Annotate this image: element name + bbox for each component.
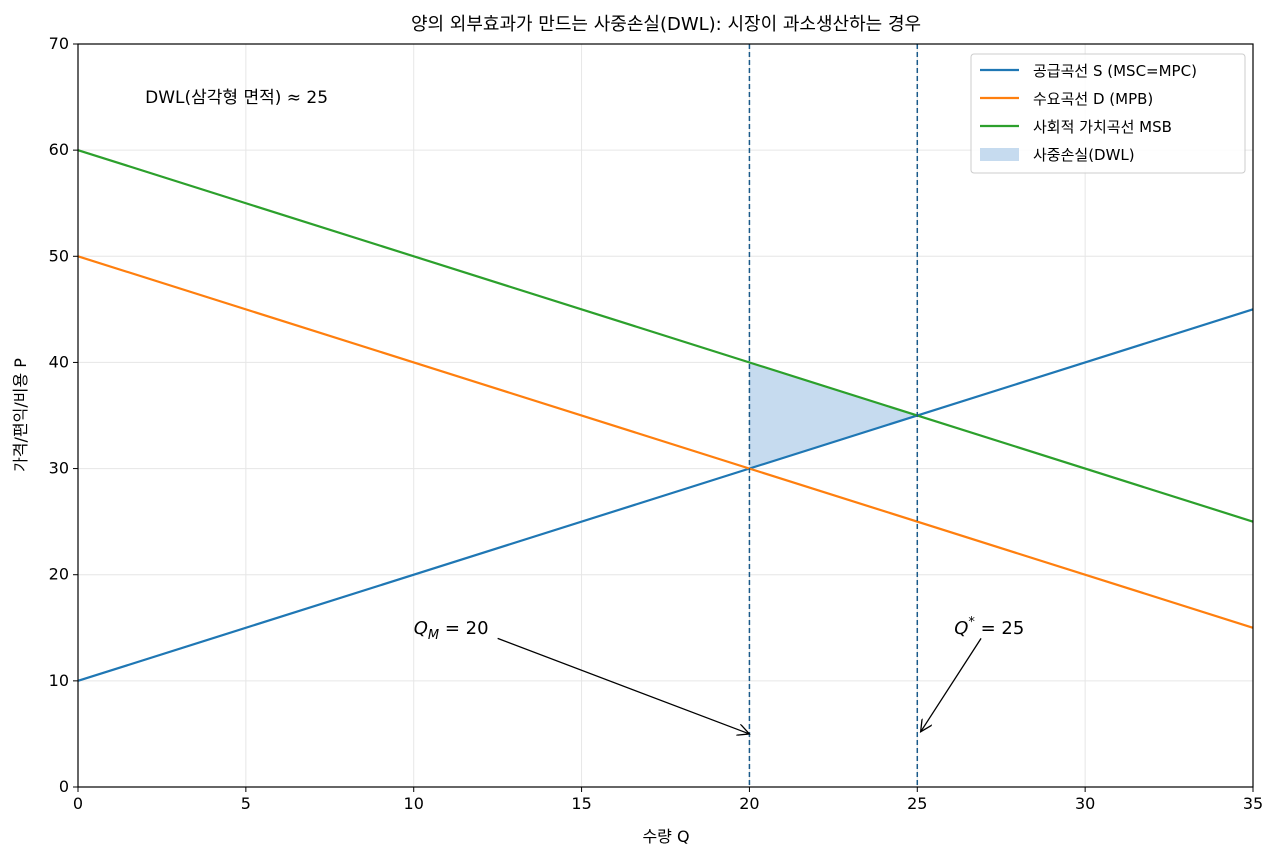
dwl-triangle: [749, 362, 918, 469]
x-tick-label: 35: [1243, 794, 1263, 813]
legend-label-4: 사중손실(DWL): [1033, 146, 1135, 164]
y-tick-label: 60: [49, 140, 69, 159]
legend-label-2: 수요곡선 D (MPB): [1033, 90, 1153, 108]
x-tick-label: 0: [73, 794, 83, 813]
annotation-label-qstar: Q* = 25: [954, 615, 1024, 639]
legend-label-3: 사회적 가치곡선 MSB: [1033, 118, 1172, 136]
series-layer: [77, 149, 1254, 682]
plot-frame: [77, 43, 1254, 788]
x-tick-label: 30: [1075, 794, 1095, 813]
x-axis-label: 수량 Q: [642, 827, 689, 846]
x-tick-label: 10: [404, 794, 424, 813]
chart-title: 양의 외부효과가 만드는 사중손실(DWL): 시장이 과소생산하는 경우: [411, 14, 921, 35]
axes: 0 5 10 15 20 25 30 35 0 10 20 30 40 50 60 70: [49, 34, 1264, 813]
annotation-layer: QM = 20 Q* = 25 DWL(삼각형 면적) ≈ 25: [145, 88, 1024, 734]
y-tick-label: 10: [49, 671, 69, 690]
vline-layer: [748, 44, 919, 787]
annotation-label-qm: QM = 20: [414, 618, 489, 643]
legend: 공급곡선 S (MSC=MPC) 수요곡선 D (MPB) 사회적 가치곡선 MSB…: [970, 53, 1246, 174]
series-line-1: [77, 308, 1254, 682]
dwl-area-note: DWL(삼각형 면적) ≈ 25: [145, 88, 328, 108]
legend-swatch-4: [980, 148, 1019, 161]
y-tick-label: 30: [49, 459, 69, 478]
series-line-3: [77, 149, 1254, 523]
dwl-fill-layer: [749, 362, 918, 469]
annotation-arrow-qstar: [921, 638, 982, 731]
y-tick-label: 0: [59, 777, 69, 796]
x-tick-label: 15: [571, 794, 591, 813]
y-tick-label: 40: [49, 352, 69, 371]
y-tick-label: 20: [49, 565, 69, 584]
y-tick-label: 70: [49, 34, 69, 53]
y-tick-label: 50: [49, 246, 69, 265]
x-tick-label: 25: [907, 794, 927, 813]
annotation-arrow-qm: [497, 637, 750, 734]
y-axis-label: 가격/편익/비용 P: [11, 358, 30, 472]
series-line-2: [77, 255, 1254, 629]
legend-label-1: 공급곡선 S (MSC=MPC): [1033, 62, 1197, 80]
x-tick-label: 5: [241, 794, 251, 813]
legend-box: [970, 53, 1246, 174]
x-tick-label: 20: [739, 794, 759, 813]
